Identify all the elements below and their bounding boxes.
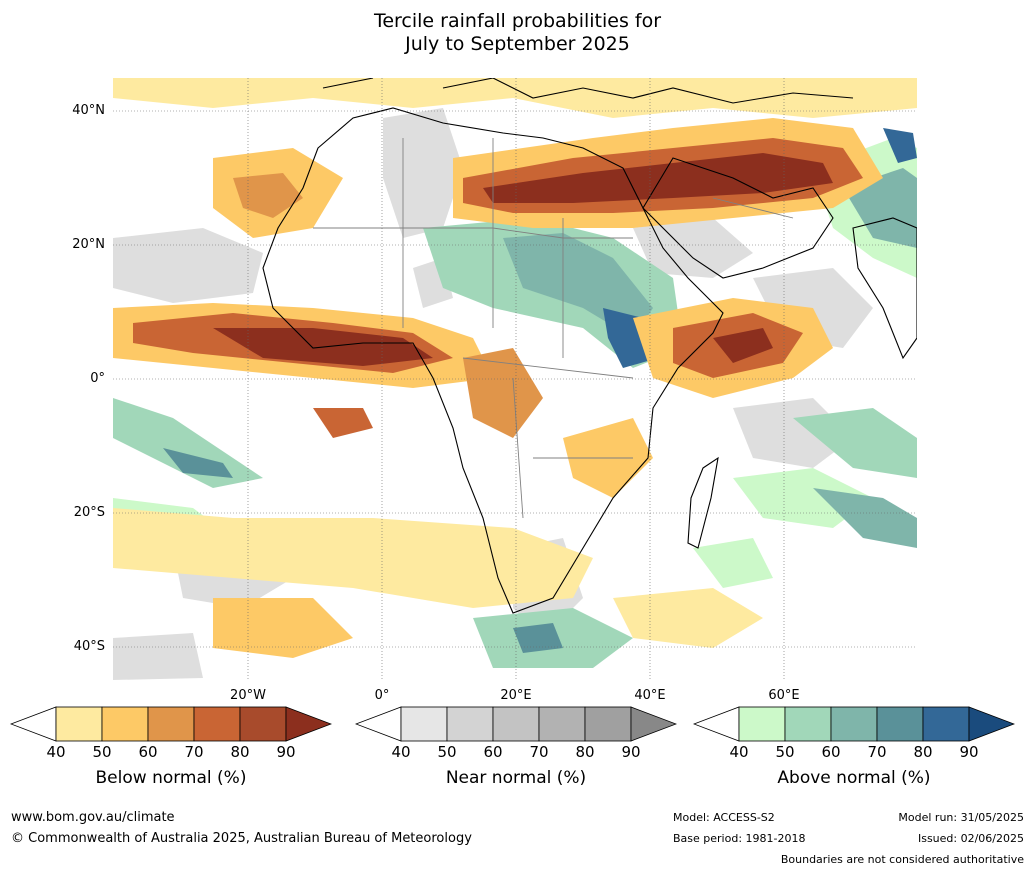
chart-title: Tercile rainfall probabilities for July …: [0, 10, 1035, 56]
colorbar-extend-low: [10, 706, 57, 742]
colorbar-segment: [239, 706, 287, 742]
boundary-disclaimer: Boundaries are not considered authoritat…: [780, 853, 1024, 866]
colorbar-tick-label: 40: [46, 743, 66, 761]
colorbar-segment: [830, 706, 878, 742]
colorbar-extend-low: [355, 706, 402, 742]
colorbar-tick-label: 90: [959, 743, 979, 761]
map-canvas: [113, 78, 917, 680]
colorbar-tick-label: 70: [529, 743, 549, 761]
lon-label-40e: 40°E: [634, 688, 666, 703]
coastline-arabia: [642, 157, 834, 279]
base-period: Base period: 1981-2018: [673, 832, 806, 845]
copyright-notice: © Commonwealth of Australia 2025, Austra…: [11, 831, 472, 846]
lat-label-20s: 20°S: [73, 505, 105, 520]
graticule: [113, 78, 917, 680]
title-line-1: Tercile rainfall probabilities for: [373, 10, 662, 32]
colorbar-tick-label: 50: [775, 743, 795, 761]
colorbar-segment: [446, 706, 494, 742]
colorbar-title-below: Below normal (%): [95, 768, 247, 788]
colorbar-tick-label: 70: [184, 743, 204, 761]
country-borders: [313, 138, 794, 519]
colorbar-segment: [400, 706, 448, 742]
colorbar-segment: [492, 706, 540, 742]
colorbar-segment: [738, 706, 786, 742]
colorbar-segment: [193, 706, 241, 742]
lon-label-20e: 20°E: [500, 688, 532, 703]
colorbar-tick-label: 80: [230, 743, 250, 761]
colorbar-segment: [55, 706, 103, 742]
lat-label-20n: 20°N: [72, 237, 105, 252]
model-name: Model: ACCESS-S2: [673, 811, 775, 824]
coastline-europe: [322, 78, 854, 104]
colorbar-title-near: Near normal (%): [445, 768, 587, 788]
colorbar-segment: [922, 706, 970, 742]
colorbar-extend-high: [630, 706, 677, 742]
coastline-madagascar: [687, 456, 719, 549]
colorbar-segment: [147, 706, 195, 742]
lat-label-40n: 40°N: [72, 103, 105, 118]
issued-date: Issued: 02/06/2025: [917, 832, 1024, 845]
colorbar-tick-label: 80: [913, 743, 933, 761]
colorbar-tick-label: 70: [867, 743, 887, 761]
colorbar-title-above: Above normal (%): [777, 768, 931, 788]
colorbar-tick-label: 50: [437, 743, 457, 761]
colorbar-segment: [784, 706, 832, 742]
colorbar-below-normal: [10, 706, 332, 742]
colorbar-extend-low: [693, 706, 740, 742]
colorbar-segment: [876, 706, 924, 742]
colorbar-tick-label: 50: [92, 743, 112, 761]
forecast-map: [113, 78, 917, 680]
colorbar-near-normal: [355, 706, 677, 742]
colorbar-tick-label: 60: [138, 743, 158, 761]
colorbar-tick-label: 80: [575, 743, 595, 761]
colorbar-tick-label: 40: [729, 743, 749, 761]
lon-label-0: 0°: [374, 688, 390, 703]
colorbar-tick-label: 40: [391, 743, 411, 761]
colorbar-segment: [538, 706, 586, 742]
lon-label-60e: 60°E: [768, 688, 800, 703]
colorbar-tick-label: 90: [621, 743, 641, 761]
website-link[interactable]: www.bom.gov.au/climate: [11, 810, 175, 825]
colorbar-tick-label: 90: [276, 743, 296, 761]
colorbar-tick-label: 60: [821, 743, 841, 761]
colorbar-segment: [101, 706, 149, 742]
lon-label-20w: 20°W: [230, 688, 266, 703]
lat-label-40s: 40°S: [73, 639, 105, 654]
colorbar-extend-high: [285, 706, 332, 742]
coastline-india: [852, 217, 917, 360]
colorbar-extend-high: [968, 706, 1015, 742]
colorbar-segment: [584, 706, 632, 742]
model-run-date: Model run: 31/05/2025: [898, 811, 1024, 824]
colorbar-above-normal: [693, 706, 1015, 742]
lat-label-equator: 0°: [90, 371, 105, 386]
title-line-2: July to September 2025: [405, 33, 630, 55]
coastline-africa: [262, 107, 724, 614]
colorbar-tick-label: 60: [483, 743, 503, 761]
